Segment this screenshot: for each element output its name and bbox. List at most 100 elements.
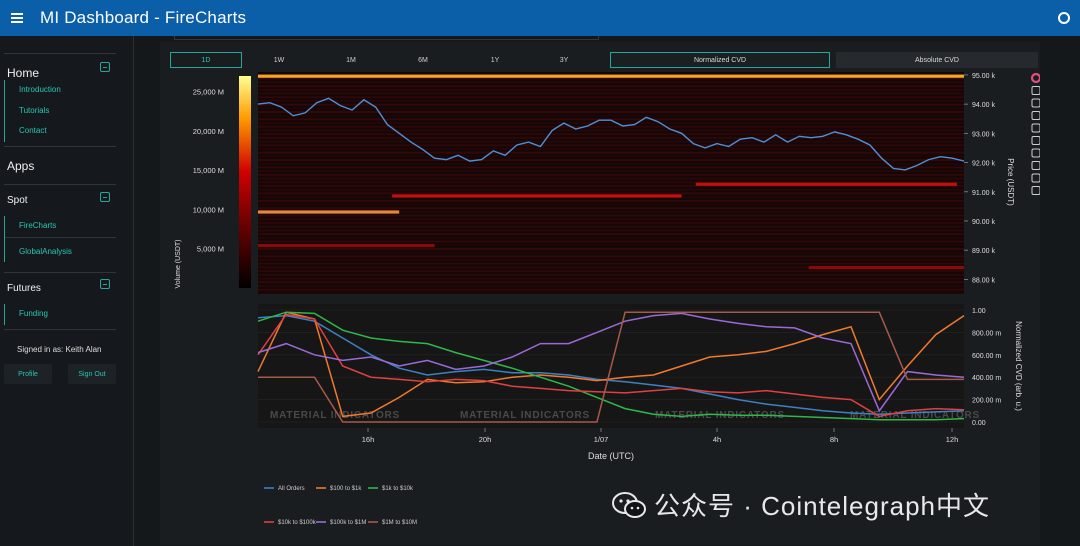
heat-band xyxy=(258,255,964,258)
cvd-watermark: MATERIAL INDICATORS xyxy=(460,410,590,421)
sidebar-section-spot[interactable]: Spot xyxy=(7,195,28,206)
sidebar-item-firecharts[interactable]: FireCharts xyxy=(19,221,57,230)
range-tab-1d[interactable]: 1D xyxy=(170,52,242,68)
heat-band xyxy=(258,222,964,224)
sidebar-section-futures[interactable]: Futures xyxy=(7,283,41,294)
settings-icon xyxy=(1031,173,1040,183)
mode-tab-normalized-cvd[interactable]: Normalized CVD xyxy=(610,52,830,68)
profile-button[interactable]: Profile xyxy=(4,364,52,384)
heat-band xyxy=(258,211,964,213)
collapse-spot-icon[interactable] xyxy=(100,192,110,202)
heat-band xyxy=(258,140,964,143)
heat-band xyxy=(258,122,964,124)
divider xyxy=(4,53,116,54)
firechart-svg[interactable]: 25,000 M20,000 M15,000 M10,000 M5,000 M … xyxy=(160,42,1040,545)
sidebar-item-globalanalysis[interactable]: GlobalAnalysis xyxy=(19,246,72,256)
price-tick-label: 90.00 k xyxy=(972,219,995,226)
heat-band xyxy=(258,218,964,221)
legend-item-label: All Orders xyxy=(278,486,305,492)
menu-button[interactable] xyxy=(2,0,32,36)
heatmap-bands xyxy=(258,74,964,295)
heat-band xyxy=(258,166,964,169)
watermark-text: 公众号 · Cointelegraph中文 xyxy=(654,491,990,521)
spot-links: FireCharts GlobalAnalysis xyxy=(4,216,116,262)
colorbar-tick-label: 10,000 M xyxy=(193,205,224,214)
price-tick-label: 95.00 k xyxy=(972,73,995,80)
collapse-home-icon[interactable] xyxy=(100,62,110,72)
status-circle-icon[interactable] xyxy=(1058,12,1070,24)
heat-band xyxy=(258,233,964,235)
heat-band xyxy=(258,111,964,113)
heat-band xyxy=(258,174,964,176)
colorbar-tick-label: 20,000 M xyxy=(193,127,224,136)
reset-icon xyxy=(1031,148,1040,158)
heat-band xyxy=(258,151,964,154)
x-tick-label: 16h xyxy=(362,435,375,444)
heat-band xyxy=(258,229,964,232)
sidebar-section-apps[interactable]: Apps xyxy=(7,159,35,173)
sidebar-item-contact[interactable]: Contact xyxy=(19,126,47,135)
colorbar-tick-label: 25,000 M xyxy=(193,88,224,97)
range-tab-1w[interactable]: 1W xyxy=(273,56,285,64)
cvd-watermark: MATERIAL INDICATORS xyxy=(655,410,785,421)
cvd-tick-label: 0.00 xyxy=(972,420,986,427)
mode-tab-absolute-cvd[interactable]: Absolute CVD xyxy=(836,52,1038,68)
home-links: Introduction Tutorials Contact xyxy=(4,80,116,142)
divider xyxy=(5,236,116,238)
cvd-tick-label: 800.00 m xyxy=(972,330,1001,337)
heat-band xyxy=(258,207,964,210)
range-tab-6m[interactable]: 6M xyxy=(418,56,428,64)
cvd-series-line xyxy=(258,311,964,423)
range-tab-1m[interactable]: 1M xyxy=(346,56,356,64)
heat-band xyxy=(258,107,964,110)
divider xyxy=(4,146,116,147)
hamburger-icon xyxy=(11,17,23,19)
heat-band xyxy=(258,244,964,247)
heat-band xyxy=(258,155,964,158)
price-tick-label: 91.00 k xyxy=(972,190,995,197)
cvd-series-line xyxy=(257,311,965,418)
zoom-icon xyxy=(1031,98,1040,108)
order-wall xyxy=(695,182,957,186)
cvd-watermark: MATERIAL INDICATORS xyxy=(850,410,980,421)
heat-band xyxy=(258,185,964,187)
range-tab-1y[interactable]: 1Y xyxy=(490,56,500,64)
save-icon xyxy=(1031,161,1040,170)
legend-item-label: $100k to $1M xyxy=(330,520,366,526)
heat-band xyxy=(258,144,964,147)
heat-band xyxy=(258,262,964,265)
signed-in-label: Signed in as: Keith Alan xyxy=(17,345,102,354)
collapse-futures-icon[interactable] xyxy=(100,279,110,289)
heat-band xyxy=(258,188,964,191)
heat-band xyxy=(258,236,964,239)
sign-out-button[interactable]: Sign Out xyxy=(68,364,116,384)
wechat-watermark: 公众号 · Cointelegraph中文 xyxy=(610,486,990,523)
heat-band xyxy=(258,114,964,117)
order-wall xyxy=(392,194,682,198)
sidebar-item-introduction[interactable]: Introduction xyxy=(19,85,61,94)
legend: All Orders $100 to $1k $1k to $10k $10k to … xyxy=(264,486,417,526)
chart-frame: 1D 1W 1M 6M 1Y 3Y Normalized CVD Absolut… xyxy=(160,42,1040,545)
order-wall xyxy=(258,244,435,248)
x-tick-label: 8h xyxy=(830,435,838,444)
colorbar-label: Volume (USDT) xyxy=(175,239,182,288)
cvd-axis-label: Normalized CVD (arb. u.) xyxy=(1014,321,1023,411)
heat-band xyxy=(258,192,964,195)
sidebar-item-funding[interactable]: Funding xyxy=(19,309,48,318)
legend-item-label: $1M to $10M xyxy=(382,520,417,526)
sidebar-item-tutorials[interactable]: Tutorials xyxy=(19,105,50,115)
heat-band xyxy=(258,203,964,206)
legend-item-label: $10k to $100k xyxy=(278,520,317,526)
sidebar-section-home[interactable]: Home xyxy=(7,66,40,80)
colorbar-tick-label: 5,000 M xyxy=(197,245,224,254)
main-area: 1D 1W 1M 6M 1Y 3Y Normalized CVD Absolut… xyxy=(134,36,1080,546)
heat-band xyxy=(258,248,964,250)
x-axis-label: Date (UTC) xyxy=(588,451,634,461)
wechat-logo-icon xyxy=(610,490,648,520)
legend-item-label: $100 to $1k xyxy=(330,486,362,492)
heat-band xyxy=(258,292,964,295)
range-tab-3y[interactable]: 3Y xyxy=(559,56,569,64)
top-bar: MI Dashboard - FireCharts xyxy=(0,0,1080,36)
order-wall xyxy=(258,74,964,78)
heat-band xyxy=(258,88,964,91)
